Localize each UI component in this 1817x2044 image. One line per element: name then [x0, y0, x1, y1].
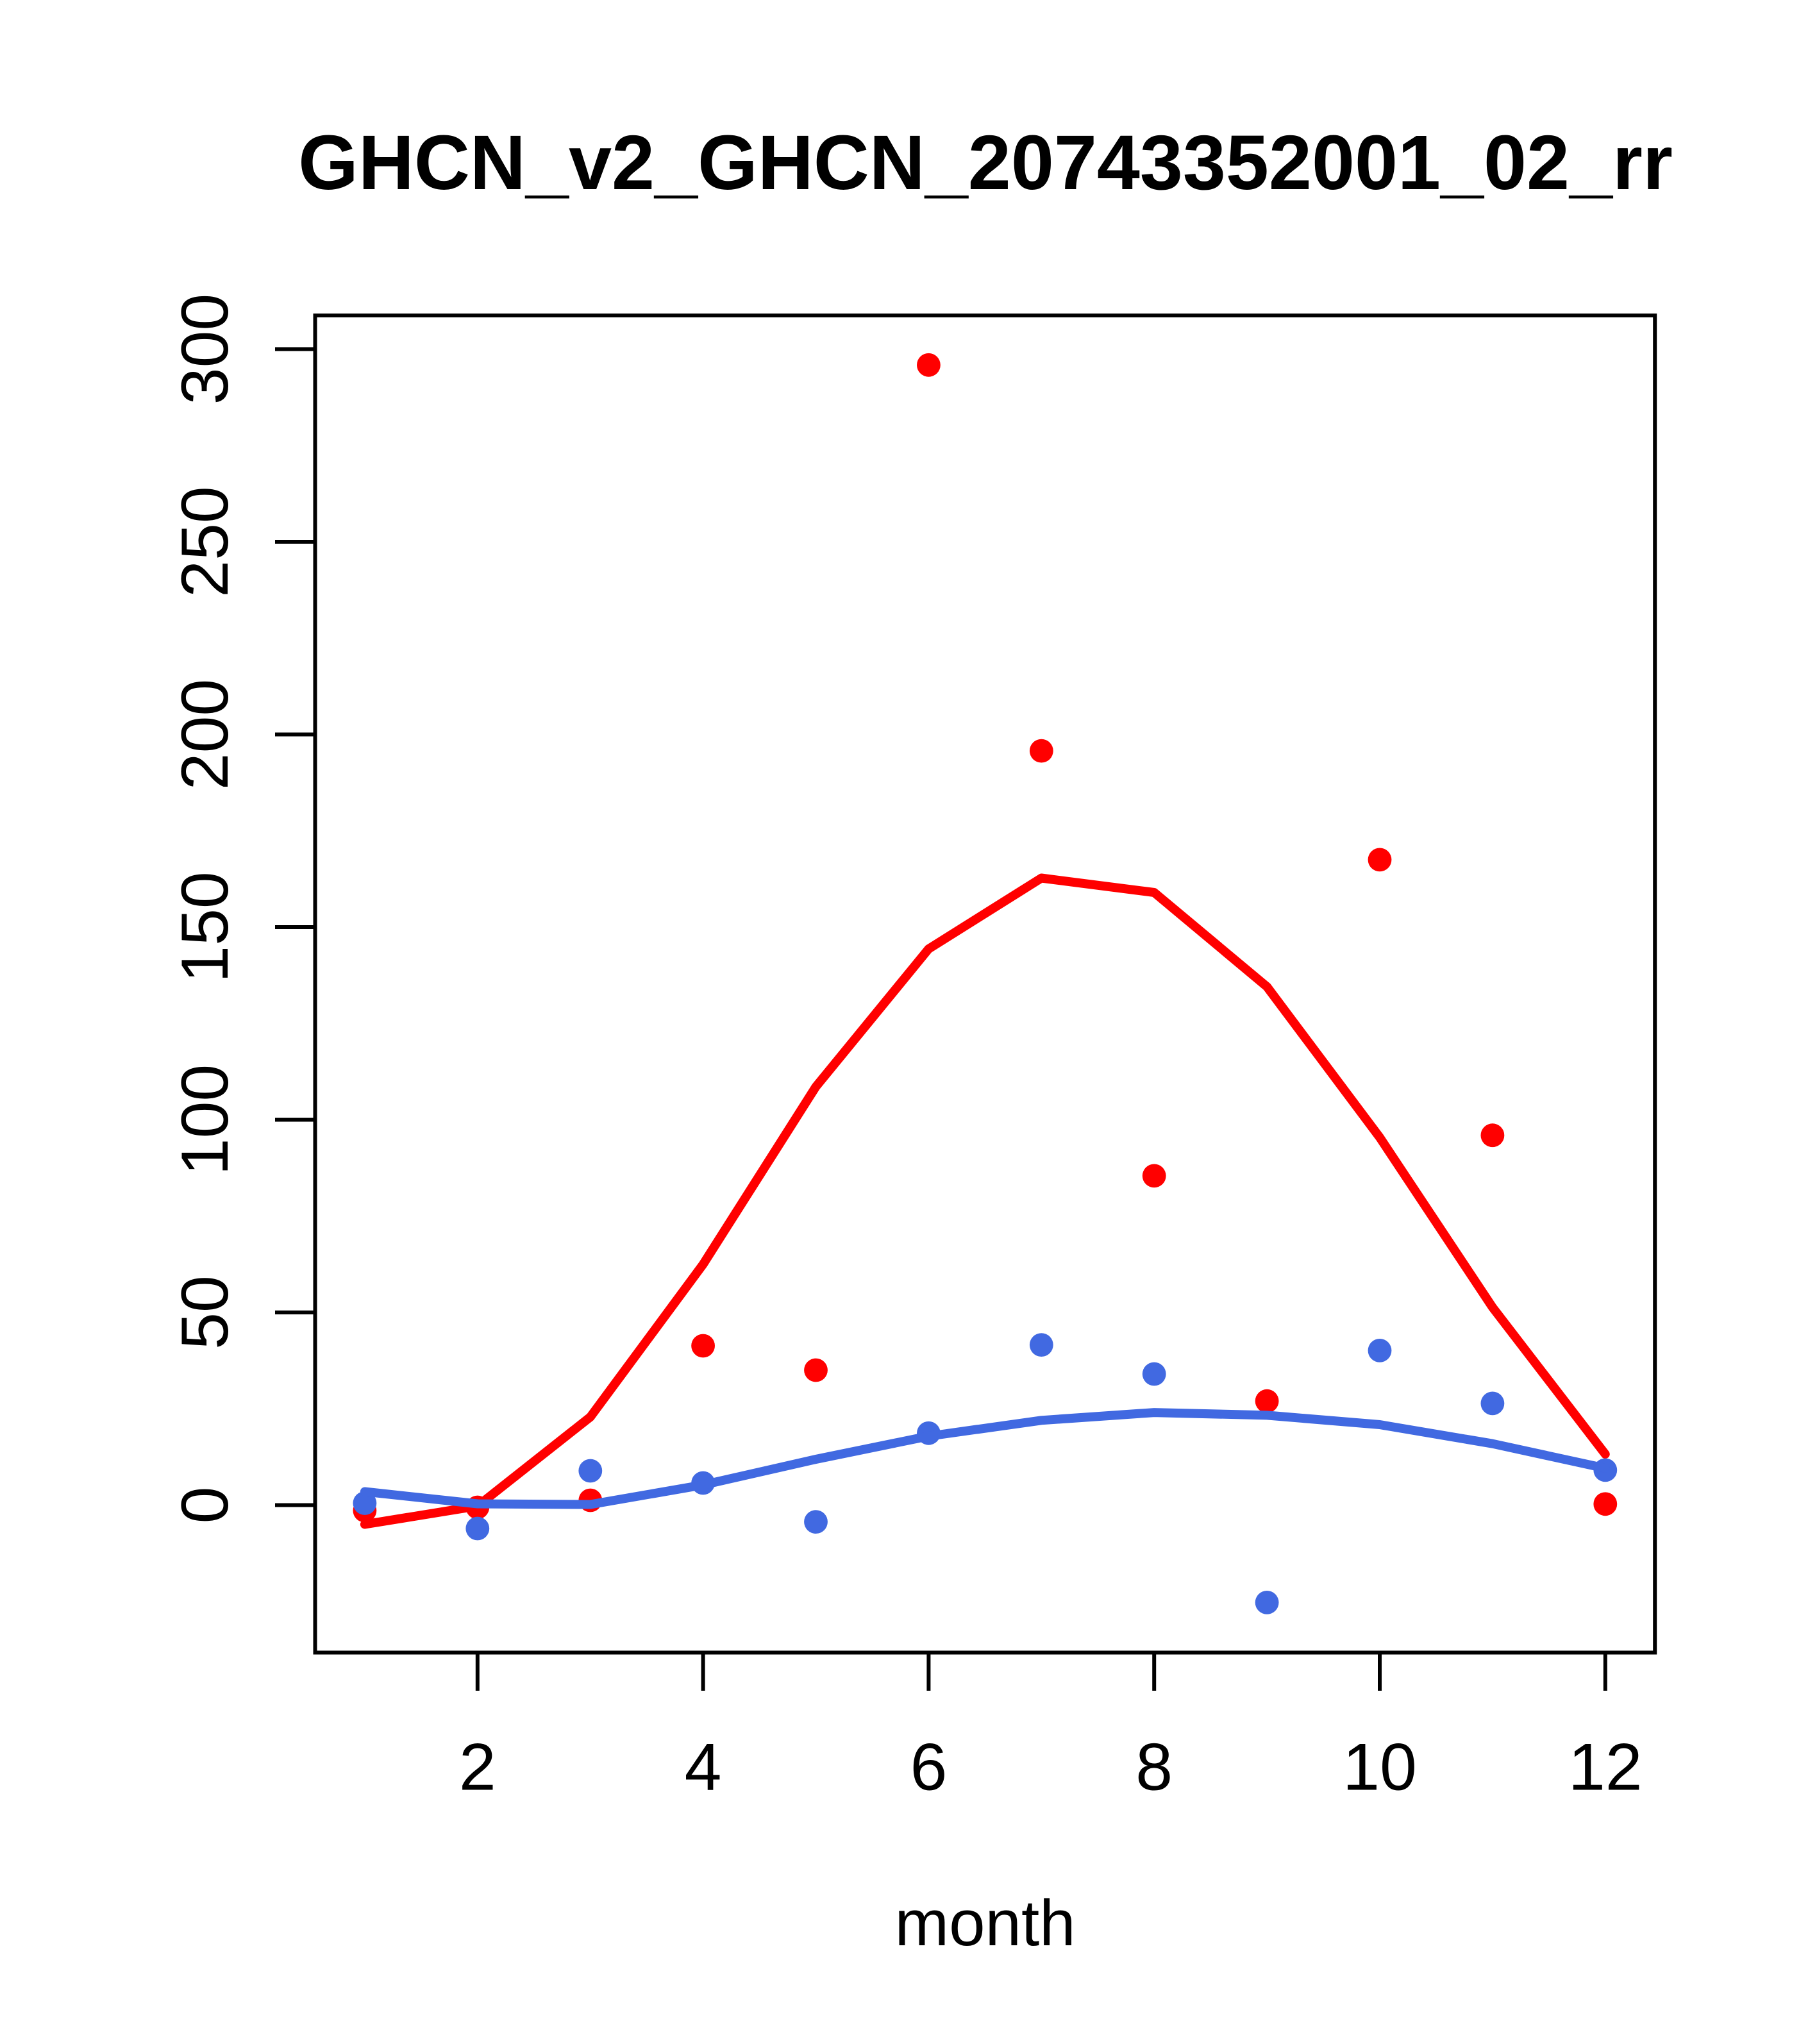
svg-text:100: 100: [168, 1064, 242, 1176]
svg-text:150: 150: [168, 871, 242, 983]
svg-text:300: 300: [168, 294, 242, 405]
svg-text:200: 200: [168, 679, 242, 791]
svg-text:GHCN_v2_GHCN_20743352001_02_rr: GHCN_v2_GHCN_20743352001_02_rr: [298, 119, 1673, 206]
svg-text:2: 2: [459, 1730, 496, 1805]
svg-text:12: 12: [1568, 1730, 1643, 1805]
svg-text:4: 4: [685, 1730, 722, 1805]
svg-text:month: month: [895, 1886, 1076, 1959]
svg-text:8: 8: [1135, 1730, 1173, 1805]
svg-text:10: 10: [1343, 1730, 1417, 1805]
svg-text:250: 250: [168, 486, 242, 598]
svg-text:50: 50: [168, 1275, 242, 1350]
svg-text:0: 0: [168, 1487, 242, 1524]
svg-text:6: 6: [910, 1730, 947, 1805]
